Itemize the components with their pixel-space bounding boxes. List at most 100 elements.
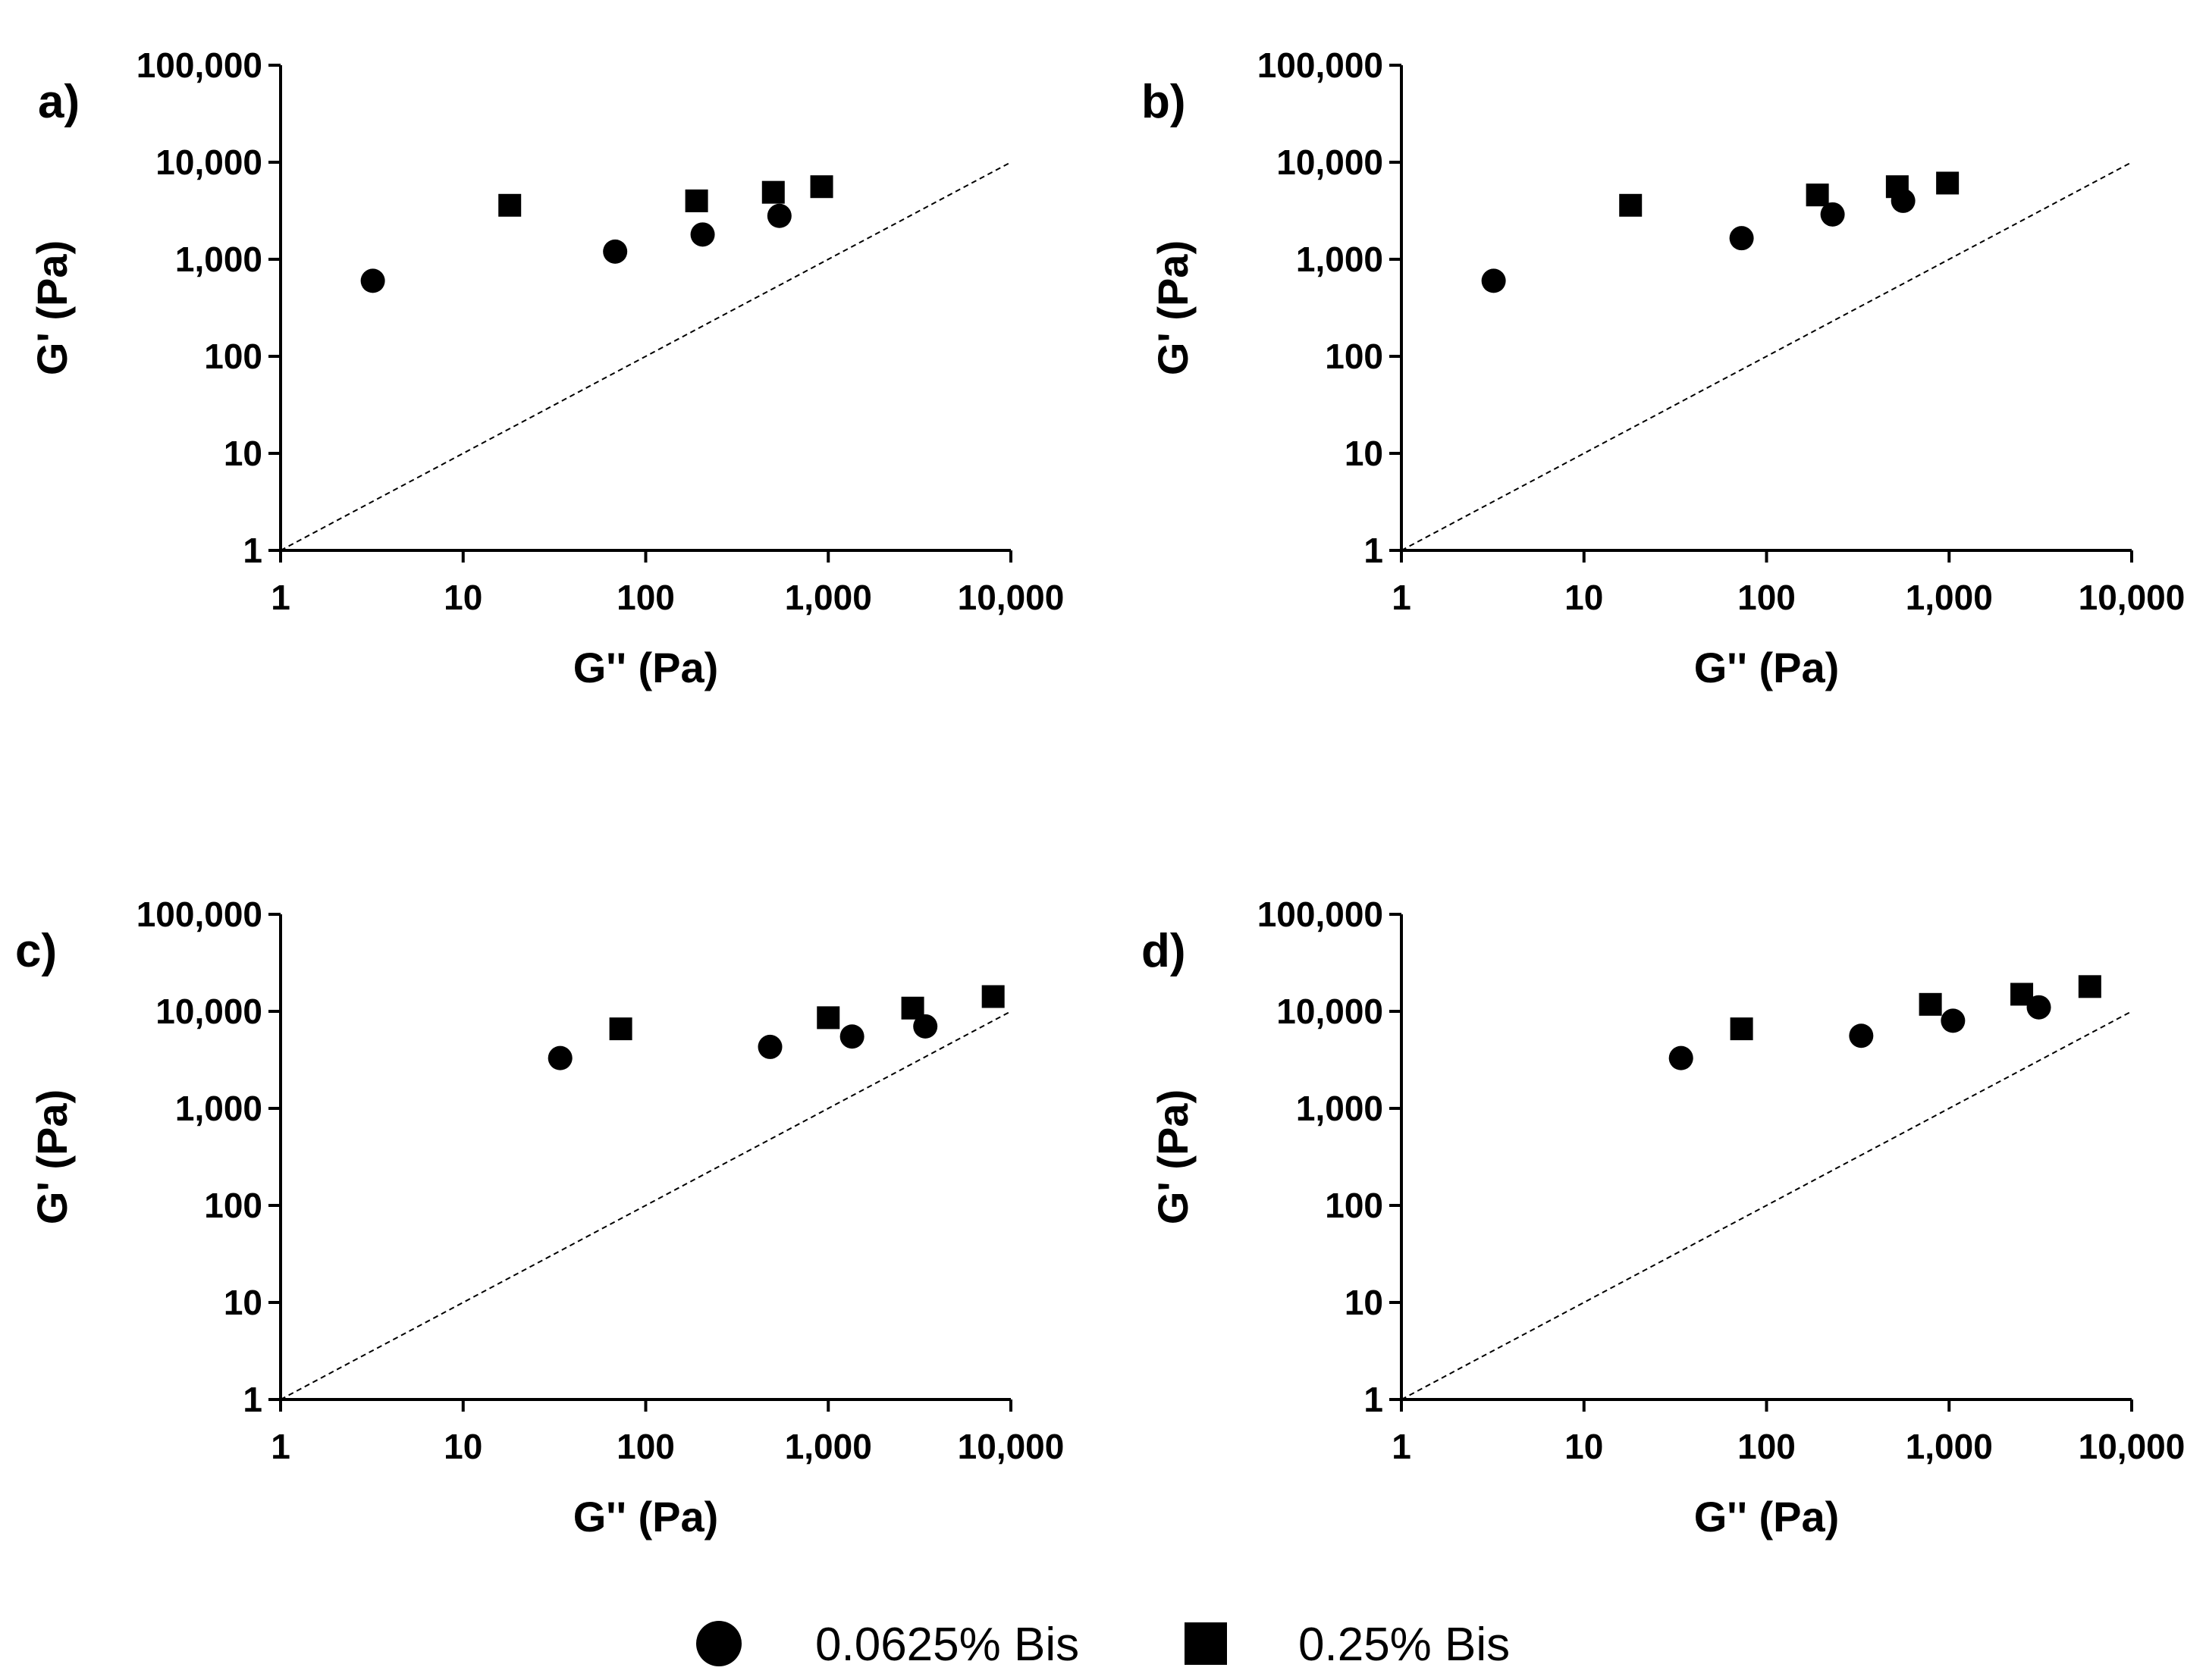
x-tick-label: 1 (271, 1427, 290, 1466)
y-axis-title: G' (Pa) (28, 1089, 76, 1224)
y-axis-title: G' (Pa) (1149, 240, 1197, 375)
y-tick-label: 1,000 (175, 1089, 262, 1128)
data-point-square (1936, 171, 1960, 195)
y-tick-label: 10,000 (155, 992, 262, 1031)
panel-label: d) (1141, 925, 1186, 977)
data-point-square (1619, 193, 1643, 217)
y-tick-label: 100 (1325, 337, 1383, 376)
x-tick-label: 1 (1392, 1427, 1411, 1466)
y-tick-label: 10 (224, 1283, 262, 1322)
reference-line (280, 1011, 1012, 1400)
x-tick-label: 1 (271, 578, 290, 617)
x-tick-label: 10,000 (958, 1427, 1065, 1466)
legend-label: 0.25% Bis (1298, 1619, 1510, 1671)
data-point-square (2078, 975, 2101, 998)
data-point-square (609, 1017, 632, 1041)
data-point-square (1730, 1017, 1753, 1041)
data-point-circle (1481, 268, 1506, 293)
legend: 0.0625% Bis 0.25% Bis (696, 1619, 1510, 1671)
data-point-square (761, 180, 785, 204)
y-axis-title: G' (Pa) (1149, 1089, 1197, 1224)
data-point-square (817, 1006, 840, 1030)
y-tick-label: 1,000 (1296, 240, 1383, 279)
x-axis-title: G'' (Pa) (573, 644, 719, 691)
y-tick-label: 1 (1363, 531, 1383, 570)
y-tick-label: 10,000 (155, 143, 262, 182)
panel-label: c) (15, 925, 57, 977)
data-point-square (981, 985, 1005, 1008)
y-tick-label: 100,000 (1257, 895, 1383, 934)
panel-d: d) 1 10 100 1,000 10,000 1 10 100 1,000 10,000 100,… (1141, 895, 2185, 1541)
x-axis-title: G'' (Pa) (1694, 1493, 1840, 1541)
data-point-circle (767, 203, 792, 228)
x-tick-label: 1 (1392, 578, 1411, 617)
data-point-circle (839, 1024, 865, 1049)
data-point-square (810, 175, 833, 199)
y-axis-title: G' (Pa) (28, 240, 76, 375)
x-tick-label: 100 (1737, 1427, 1796, 1466)
y-tick-label: 10 (224, 434, 262, 473)
data-point-square (901, 996, 924, 1020)
x-tick-label: 10 (1564, 578, 1603, 617)
data-point-square (2010, 983, 2034, 1006)
y-tick-label: 100 (204, 1186, 262, 1225)
panel-label: b) (1141, 76, 1186, 128)
data-point-circle (548, 1045, 573, 1070)
data-point-circle (758, 1034, 783, 1059)
panels-group: a) 1 10 100 1,000 10,000 1 10 100 1,000 10,000 100,… (15, 45, 2185, 1541)
x-tick-label: 1,000 (785, 578, 872, 617)
data-point-square (1919, 992, 1942, 1016)
x-axis-title: G'' (Pa) (573, 1493, 719, 1541)
y-tick-label: 10 (1345, 434, 1383, 473)
y-tick-label: 100,000 (137, 895, 262, 934)
reference-line (1401, 161, 2132, 551)
y-tick-label: 100,000 (137, 45, 262, 85)
reference-line (280, 161, 1012, 551)
data-point-circle (1668, 1045, 1693, 1070)
x-tick-label: 10 (444, 1427, 482, 1466)
x-tick-label: 1,000 (785, 1427, 872, 1466)
y-tick-label: 10 (1345, 1283, 1383, 1322)
legend-label: 0.0625% Bis (815, 1619, 1079, 1671)
x-tick-label: 10,000 (2079, 1427, 2186, 1466)
x-tick-label: 10,000 (958, 578, 1065, 617)
y-tick-label: 1 (1363, 1380, 1383, 1419)
data-point-circle (1729, 226, 1754, 251)
reference-line (1401, 1011, 2132, 1400)
data-point-circle (690, 222, 715, 247)
legend-square-icon (1185, 1622, 1227, 1665)
y-tick-label: 100,000 (1257, 45, 1383, 85)
data-point-circle (1849, 1023, 1874, 1048)
x-tick-label: 1,000 (1906, 1427, 1993, 1466)
x-tick-label: 100 (617, 1427, 675, 1466)
data-point-circle (360, 268, 385, 293)
data-point-square (685, 189, 708, 212)
panel-b: b) 1 10 100 1,000 10,000 1 10 100 1,000 10,000 100,… (1141, 45, 2185, 691)
x-tick-label: 10,000 (2079, 578, 2186, 617)
y-tick-label: 100 (1325, 1186, 1383, 1225)
data-point-circle (913, 1014, 938, 1039)
x-tick-label: 10 (444, 578, 482, 617)
y-tick-label: 1,000 (1296, 1089, 1383, 1128)
panel-label: a) (38, 76, 80, 128)
y-tick-label: 10,000 (1276, 992, 1383, 1031)
data-point-square (1885, 175, 1909, 199)
x-tick-label: 1,000 (1906, 578, 1993, 617)
y-tick-label: 1 (243, 1380, 262, 1419)
data-point-circle (1941, 1008, 1966, 1033)
y-tick-label: 1,000 (175, 240, 262, 279)
x-tick-label: 10 (1564, 1427, 1603, 1466)
panel-c: c) 1 10 100 1,000 10,000 1 10 100 1,000 10,000 100,… (15, 895, 1064, 1541)
x-axis-title: G'' (Pa) (1694, 644, 1840, 691)
data-point-square (498, 193, 522, 217)
x-tick-label: 100 (1737, 578, 1796, 617)
y-tick-label: 1 (243, 531, 262, 570)
y-tick-label: 100 (204, 337, 262, 376)
y-tick-label: 10,000 (1276, 143, 1383, 182)
data-point-circle (1820, 202, 1845, 227)
x-tick-label: 100 (617, 578, 675, 617)
data-point-square (1806, 183, 1829, 207)
legend-circle-icon (696, 1621, 742, 1666)
data-point-circle (603, 239, 628, 264)
